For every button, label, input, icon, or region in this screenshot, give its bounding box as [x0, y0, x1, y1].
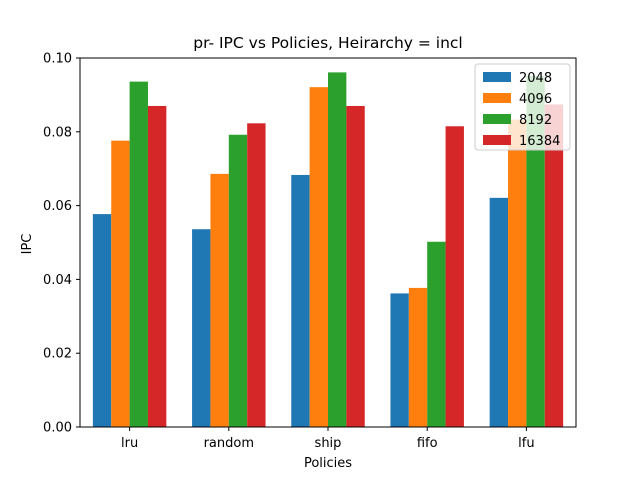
y-tick-label: 0.10 [43, 52, 72, 67]
legend-swatch-16384 [483, 135, 511, 145]
bar-ship-8192 [328, 72, 347, 427]
y-tick-label: 0.02 [43, 347, 72, 362]
bar-lru-4096 [111, 140, 130, 427]
x-axis-title: Policies [304, 456, 352, 471]
legend: 2048 4096 8192 16384 [474, 63, 571, 151]
bar-lru-2048 [92, 214, 112, 427]
legend-label-4096: 4096 [519, 92, 552, 107]
bar-random-4096 [210, 173, 229, 427]
legend-label-16384: 16384 [519, 134, 560, 149]
bar-fifo-16384 [445, 126, 464, 428]
bar-random-16384 [247, 123, 266, 427]
y-tick-label: 0.00 [43, 421, 72, 436]
bar-ship-16384 [346, 105, 365, 427]
y-axis-title: IPC [20, 234, 35, 255]
bar-lfu-2048 [489, 197, 509, 427]
x-tick-label-fifo: fifo [417, 436, 438, 451]
legend-label-2048: 2048 [519, 71, 552, 86]
bar-lfu-4096 [508, 119, 527, 428]
x-tick-label-lru: lru [121, 436, 138, 451]
chart-title: pr- IPC vs Policies, Heirarchy = incl [193, 34, 463, 52]
y-tick-label: 0.06 [43, 199, 72, 214]
bar-ship-2048 [291, 174, 310, 427]
bar-fifo-2048 [390, 293, 409, 427]
x-tick-label-ship: ship [315, 436, 342, 451]
y-tick-label: 0.08 [43, 125, 72, 140]
x-tick-label-random: random [204, 436, 254, 451]
legend-swatch-8192 [483, 114, 511, 124]
bar-random-8192 [228, 134, 248, 427]
bar-lru-8192 [129, 81, 148, 428]
bar-ship-4096 [309, 87, 328, 428]
x-axis: lru random ship fifo lfu [121, 427, 535, 451]
bars-group [92, 72, 564, 428]
bar-random-2048 [192, 229, 211, 427]
bar-fifo-4096 [408, 287, 428, 427]
bar-lru-16384 [147, 105, 167, 427]
legend-swatch-4096 [483, 93, 511, 103]
y-axis: 0.00 0.02 0.04 0.06 0.08 0.10 [43, 52, 80, 436]
x-tick-label-lfu: lfu [518, 436, 534, 451]
y-tick-label: 0.04 [43, 273, 72, 288]
bar-fifo-8192 [427, 241, 446, 427]
bar-lfu-8192 [526, 76, 545, 427]
plot-frame [79, 57, 577, 428]
legend-swatch-2048 [483, 72, 511, 82]
legend-box [474, 63, 571, 151]
legend-label-8192: 8192 [519, 113, 552, 128]
bar-lfu-16384 [544, 104, 564, 428]
